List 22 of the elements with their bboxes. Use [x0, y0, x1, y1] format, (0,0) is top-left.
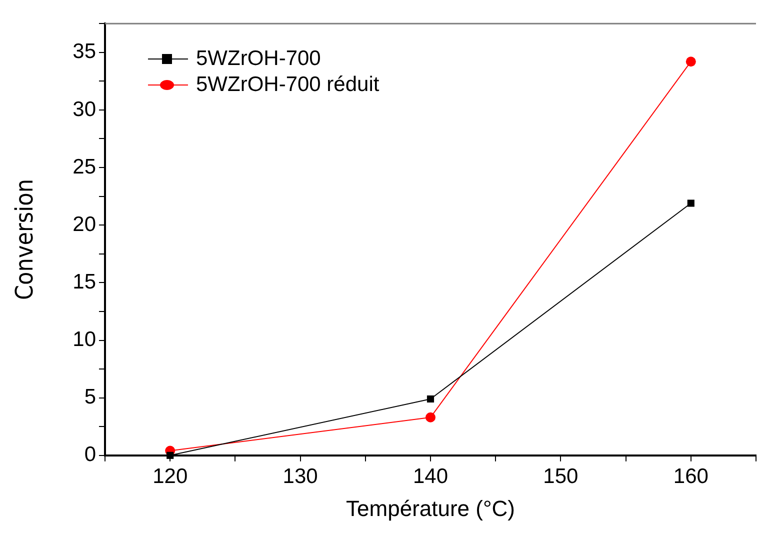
x-tick-label: 120 — [152, 464, 188, 488]
y-tick-label: 25 — [72, 155, 96, 178]
point — [686, 56, 696, 67]
point — [426, 395, 434, 403]
y-tick-label: 35 — [72, 40, 96, 64]
y-axis-title: Conversion — [10, 178, 39, 300]
y-tick-label: 20 — [72, 212, 96, 236]
x-tick-label: 140 — [412, 464, 448, 488]
point — [166, 452, 174, 459]
y-tick-label: 10 — [72, 328, 96, 352]
point — [426, 412, 436, 422]
point — [687, 200, 694, 207]
x-tick-label: 160 — [673, 464, 708, 488]
legend-label: 5WZrOH-700 réduit — [196, 72, 380, 98]
x-tick-label: 150 — [543, 464, 578, 488]
y-tick-label: 15 — [72, 270, 96, 294]
legend-label: 5WZrOH-700 — [196, 46, 321, 72]
x-tick-label: 130 — [282, 464, 318, 488]
y-tick-label: 5 — [84, 386, 96, 409]
x-axis-title: Température (°C) — [346, 496, 515, 521]
y-tick-label: 30 — [72, 98, 96, 121]
y-tick-label: 0 — [84, 443, 96, 466]
